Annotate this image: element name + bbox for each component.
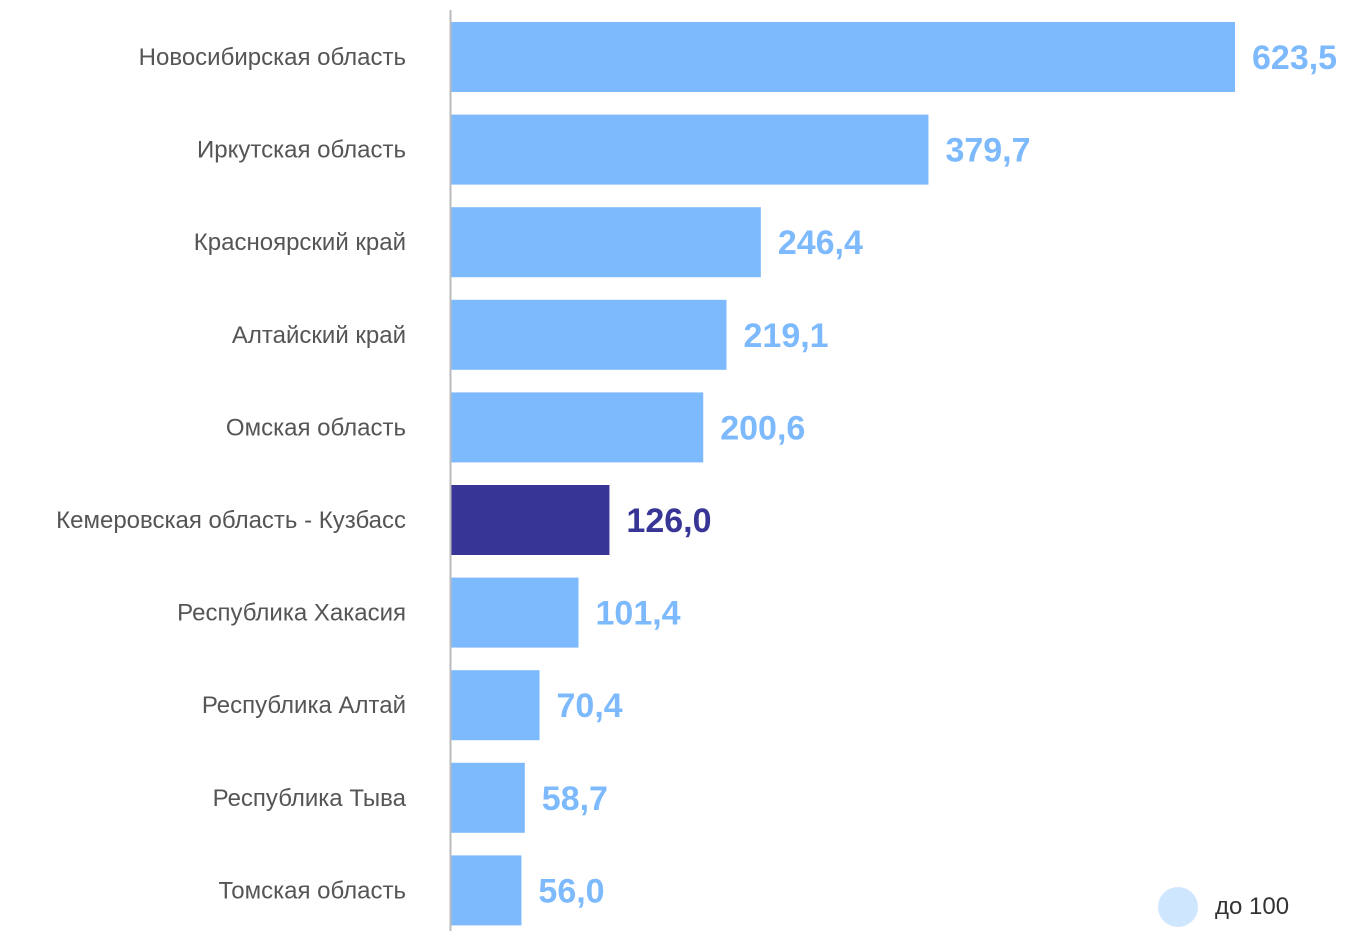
bar-8 xyxy=(451,670,540,741)
value-label-7: 101,4 xyxy=(596,595,681,633)
bar-5 xyxy=(451,392,704,463)
bar-3 xyxy=(451,207,761,278)
category-label-7: Республика Хакасия xyxy=(177,600,406,627)
value-label-6: 126,0 xyxy=(626,502,711,540)
value-label-4: 219,1 xyxy=(744,317,829,355)
category-label-2: Иркутская область xyxy=(197,137,406,164)
bar-2 xyxy=(451,114,929,185)
bar-7 xyxy=(451,577,579,648)
legend-label: до 100 xyxy=(1215,893,1290,920)
category-label-6: Кемеровская область - Кузбасс xyxy=(56,507,406,534)
bar-1 xyxy=(451,22,1235,92)
value-label-8: 70,4 xyxy=(557,687,623,725)
category-label-4: Алтайский край xyxy=(232,322,406,349)
category-label-8: Республика Алтай xyxy=(202,692,406,719)
value-labels-group: 623,5 379,7 246,4 219,1 200,6 126,0 101,4 70,4 5… xyxy=(538,39,1337,910)
legend: до 100 xyxy=(1158,887,1289,927)
value-label-9: 58,7 xyxy=(542,780,608,818)
value-label-1: 623,5 xyxy=(1252,39,1337,77)
bars-group xyxy=(451,22,1235,926)
category-label-1: Новосибирская область xyxy=(139,44,406,71)
category-labels-group: Новосибирская область Иркутская область Кр… xyxy=(56,44,406,904)
category-label-10: Томская область xyxy=(218,877,406,904)
category-label-3: Красноярский край xyxy=(194,229,406,256)
value-label-3: 246,4 xyxy=(778,224,863,262)
bar-4 xyxy=(451,299,727,370)
value-label-5: 200,6 xyxy=(720,409,805,447)
category-label-5: Омская область xyxy=(226,414,406,441)
bar-10 xyxy=(451,855,522,926)
category-label-9: Республика Тыва xyxy=(213,785,407,812)
legend-swatch xyxy=(1158,887,1198,927)
value-label-10: 56,0 xyxy=(538,872,604,910)
bar-6 xyxy=(451,485,610,555)
bar-9 xyxy=(451,762,525,833)
value-label-2: 379,7 xyxy=(945,132,1030,170)
